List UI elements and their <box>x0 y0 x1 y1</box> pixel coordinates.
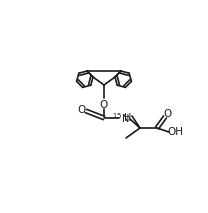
Text: O: O <box>164 109 172 119</box>
Text: O: O <box>100 100 108 110</box>
Text: OH: OH <box>167 127 183 137</box>
Text: $^{15}$N: $^{15}$N <box>112 111 130 125</box>
Text: O: O <box>78 105 86 115</box>
Text: H: H <box>124 113 132 123</box>
